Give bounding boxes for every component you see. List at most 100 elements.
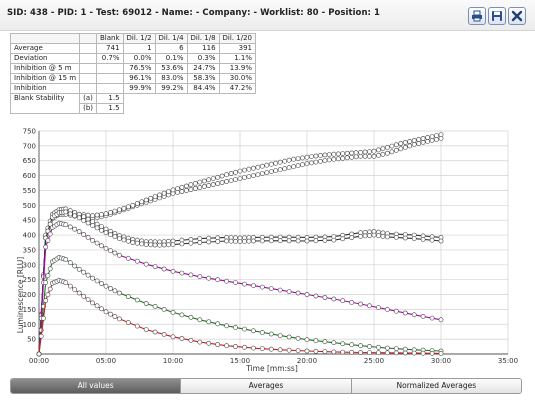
data-point [273, 168, 279, 173]
data-point [313, 338, 319, 344]
data-point [246, 238, 252, 244]
x-tick-label: 15:00 [230, 357, 250, 365]
data-point [94, 240, 100, 246]
data-point [45, 292, 51, 298]
data-point [206, 177, 212, 183]
data-point [224, 278, 229, 284]
data-point [429, 350, 435, 356]
table-cell: 6 [154, 43, 188, 54]
row-label: Average [9, 43, 81, 54]
data-point [237, 239, 243, 244]
data-point [344, 155, 350, 161]
print-button[interactable] [468, 7, 486, 25]
data-point [286, 157, 292, 163]
table-cell: 13.9% [218, 63, 256, 74]
data-point [309, 160, 314, 166]
data-point [170, 242, 176, 247]
table-cell: 58.3% [186, 73, 220, 84]
data-point [402, 235, 408, 241]
data-point [224, 323, 229, 329]
row-label: Deviation [9, 53, 81, 64]
data-point [67, 260, 73, 266]
table-cell [96, 63, 124, 74]
corner-cell [9, 33, 81, 44]
data-point [353, 150, 359, 156]
blank-stability-b-value: 1.5 [96, 103, 124, 114]
data-point [295, 348, 301, 353]
blank-stability-row: (b) 1.5 [11, 103, 256, 114]
data-point [72, 226, 78, 232]
data-point [161, 266, 167, 272]
data-point [139, 199, 145, 205]
close-icon [511, 10, 523, 22]
statistics-table: Blank Dil. 1/2 Dil. 1/4 Dil. 1/8 Dil. 1/… [9, 33, 256, 114]
data-point [429, 315, 435, 321]
data-point [277, 333, 283, 338]
data-point [108, 248, 113, 254]
data-point [94, 225, 100, 231]
data-point [157, 192, 162, 198]
data-point [268, 161, 274, 167]
tab-averages[interactable]: Averages [180, 379, 351, 393]
tab-normalized-averages[interactable]: Normalized Averages [350, 379, 521, 393]
data-point [268, 331, 274, 337]
data-point [353, 154, 359, 160]
blank-stability-a-value: 1.5 [96, 93, 124, 104]
column-header: Dil. 1/2 [122, 33, 156, 44]
data-point [393, 308, 399, 314]
table-cell: 76.5% [122, 63, 156, 74]
data-point [233, 280, 238, 285]
data-point [99, 212, 104, 217]
data-point [389, 149, 395, 155]
data-point [130, 202, 136, 208]
data-point [148, 242, 154, 248]
close-button[interactable] [508, 7, 526, 25]
data-point [90, 219, 95, 225]
data-point [90, 223, 95, 228]
data-point [125, 294, 131, 299]
data-point [259, 284, 265, 290]
data-point [429, 237, 435, 243]
data-point [425, 138, 430, 144]
data-point [259, 163, 265, 169]
x-tick-label: 00:00 [29, 357, 49, 365]
data-point [161, 331, 167, 337]
data-point [358, 301, 363, 307]
data-point [393, 142, 399, 148]
x-tick-label: 20:00 [297, 357, 317, 365]
column-header: Dil. 1/4 [154, 33, 188, 44]
data-point [206, 340, 212, 346]
data-point [331, 156, 337, 162]
data-point [233, 344, 238, 349]
table-cell: 99.2% [154, 83, 188, 94]
print-icon [472, 10, 482, 22]
data-point [295, 335, 301, 341]
table-cell: 47.2% [218, 83, 256, 94]
blank-stability-a-label: (a) [79, 93, 97, 104]
data-point [72, 263, 78, 269]
data-point [242, 175, 247, 180]
data-point [268, 238, 274, 244]
table-cell [96, 73, 124, 84]
y-tick-label: 700 [23, 142, 36, 150]
save-button[interactable] [488, 7, 506, 25]
data-point [358, 153, 363, 159]
data-point [188, 187, 194, 192]
data-point [438, 317, 444, 323]
table-row: Deviation 0.7% 0.0% 0.1% 0.3% 1.1% [9, 53, 256, 64]
data-point [45, 273, 51, 279]
table-row: Average 741 1 6 116 391 [9, 43, 256, 54]
data-point [90, 275, 95, 281]
tab-all-values[interactable]: All values [11, 379, 181, 393]
data-point [331, 349, 337, 355]
data-point [384, 350, 390, 356]
data-point [67, 224, 73, 230]
data-point [175, 186, 180, 191]
data-point [134, 297, 140, 303]
x-tick-label: 25:00 [364, 357, 384, 365]
data-point [326, 157, 332, 163]
data-point [121, 237, 127, 243]
data-point [85, 272, 91, 278]
table-cell: 96.1% [122, 73, 156, 84]
data-point [166, 242, 171, 248]
